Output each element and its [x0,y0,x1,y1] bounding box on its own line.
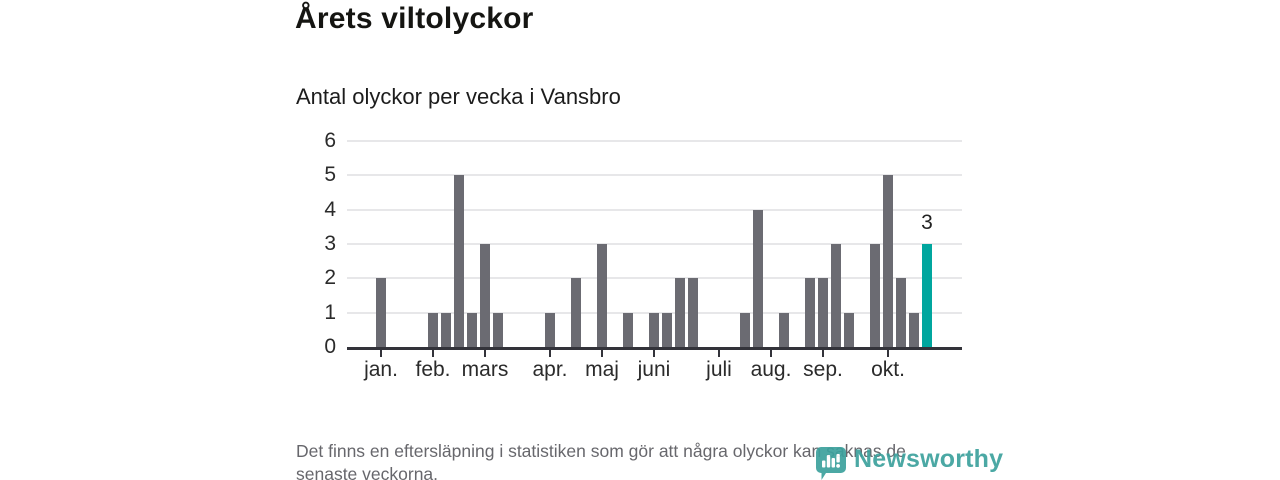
bar [688,278,698,347]
bar [753,209,763,347]
bar [740,312,750,347]
x-axis-month-label: juni [637,358,671,381]
gridline [347,140,962,143]
bar [844,312,854,347]
bar [571,278,581,347]
gridline [347,277,962,280]
x-axis-tick [432,350,434,357]
x-axis-tick [887,350,889,357]
x-axis-tick [718,350,720,357]
footnote-line: senaste veckorna. [296,464,439,480]
bar [545,312,555,347]
x-axis-month-label: aug. [750,358,792,381]
bar [909,312,919,347]
x-axis-tick [653,350,655,357]
bar [896,278,906,347]
bar [870,244,880,347]
bar [597,244,607,347]
y-axis-tick-label: 5 [324,163,336,187]
bar [805,278,815,347]
y-axis-tick-label: 0 [324,335,336,358]
gridline [347,174,962,177]
x-axis-month-label: feb. [415,358,451,381]
bar-value-label: 3 [921,211,933,234]
newsworthy-logo: Newsworthy [815,444,1003,480]
x-axis-month-label: juli [706,358,732,381]
y-axis-tick-label: 2 [324,266,336,290]
bar [818,278,828,347]
chart-title: Årets viltolyckor [295,2,534,35]
x-axis-line [347,347,962,350]
x-axis-tick [822,350,824,357]
bar [831,244,841,347]
bar [428,312,438,347]
gridline [347,243,962,245]
x-axis-tick [484,350,486,357]
x-axis-month-label: okt. [871,358,905,381]
y-axis-tick-label: 6 [324,129,336,153]
bar [883,175,893,347]
footnote: Det finns en eftersläpning i statistiken… [296,440,906,480]
bar [779,312,789,347]
bar [454,175,464,347]
newsworthy-logo-text: Newsworthy [854,445,1004,473]
bar [623,312,633,347]
x-axis-tick [380,350,382,357]
highlighted-bar [922,244,932,347]
x-axis-tick [601,350,603,357]
newsworthy-logo-icon [816,447,846,480]
bar [441,312,451,347]
y-axis-tick-label: 4 [324,197,336,221]
gridline [347,208,962,211]
bar [376,278,386,347]
bar [493,312,503,347]
footnote-line: Det finns en eftersläpning i statistiken… [296,441,906,461]
bar [675,278,685,347]
chart-subtitle: Antal olyckor per vecka i Vansbro [296,84,621,109]
bar [649,312,659,347]
x-axis-tick [770,350,772,357]
y-axis-tick-label: 3 [324,232,336,255]
x-axis-month-label: sep. [803,358,843,381]
x-axis-month-label: mars [461,358,509,381]
x-axis-month-label: apr. [532,358,568,381]
y-axis-tick-label: 1 [324,300,336,324]
bar [662,312,672,347]
bar [480,244,490,347]
x-axis-tick [549,350,551,357]
bar [467,312,477,347]
x-axis-month-label: maj [585,358,619,381]
x-axis-month-label: jan. [364,358,398,381]
